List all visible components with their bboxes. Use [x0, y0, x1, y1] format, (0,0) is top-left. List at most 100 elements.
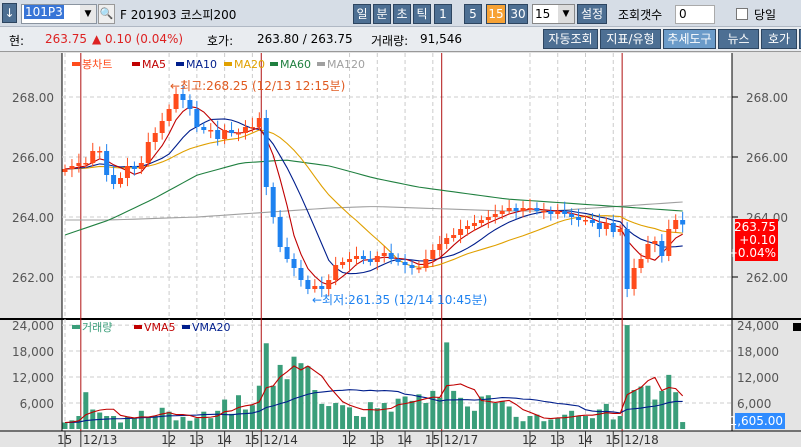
- candle-up: [145, 142, 151, 163]
- count-label: 조회갯수: [618, 8, 663, 22]
- quote-button-0[interactable]: 자동조회: [543, 29, 598, 49]
- legend-swatch-ma60: [270, 62, 278, 66]
- candle-up: [603, 223, 609, 229]
- quote-button-2[interactable]: 추세도구: [663, 29, 716, 49]
- legend-ma5: MA5: [142, 58, 166, 71]
- current-price: 263.75: [45, 32, 87, 46]
- ma10-line: [64, 118, 683, 275]
- candle-up: [631, 268, 637, 289]
- candle-down: [624, 229, 630, 289]
- candle-down: [402, 262, 408, 265]
- period-button-초[interactable]: 초: [393, 4, 411, 24]
- candle-down: [131, 166, 137, 169]
- volume-bar: [83, 392, 89, 429]
- volume-badge: [735, 413, 785, 429]
- legend-vma5: VMA5: [144, 321, 176, 334]
- volume-bar: [208, 418, 214, 429]
- period-button-15[interactable]: 15: [486, 4, 506, 24]
- volume-value: 91,546: [420, 32, 462, 46]
- volume-bar: [458, 397, 464, 429]
- period-button-틱[interactable]: 틱: [413, 4, 431, 24]
- volume-bar: [194, 418, 200, 429]
- volume-bar: [659, 390, 665, 429]
- search-icon[interactable]: 🔍: [98, 4, 115, 24]
- price-tick-right: 268.00: [746, 91, 788, 105]
- candle-up: [520, 208, 526, 211]
- candle-up: [256, 118, 262, 127]
- volume-bar: [353, 416, 359, 429]
- more-button[interactable]: [799, 29, 801, 49]
- candle-up: [173, 94, 179, 109]
- toggle-arrow-button[interactable]: ↓: [2, 3, 17, 23]
- volume-bar: [90, 409, 96, 429]
- time-label: 12/17: [444, 433, 479, 447]
- price-panel: [62, 53, 732, 318]
- candle-down: [104, 151, 110, 175]
- volume-bar: [180, 416, 186, 429]
- candle-up: [340, 262, 346, 265]
- interval-value: 15: [535, 7, 551, 21]
- volume-bar: [499, 400, 505, 429]
- candle-up: [83, 163, 89, 165]
- settings-button[interactable]: 설정: [577, 4, 607, 24]
- code-input[interactable]: 101P3 ▼: [21, 4, 97, 24]
- today-checkbox[interactable]: [736, 8, 748, 20]
- ma120-line: [65, 201, 683, 221]
- candle-down: [229, 130, 235, 133]
- vma20-line: [64, 389, 683, 424]
- period-button-5[interactable]: 5: [464, 4, 482, 24]
- volume-bar: [402, 396, 408, 429]
- chevron-down-icon[interactable]: ▼: [558, 5, 574, 23]
- legend-candle: 봉차트: [82, 58, 112, 71]
- candle-up: [333, 265, 339, 280]
- volume-bar: [319, 403, 325, 429]
- candle-up: [312, 286, 318, 289]
- volume-bar: [652, 399, 658, 429]
- candle-down: [659, 241, 665, 256]
- period-button-30[interactable]: 30: [508, 4, 528, 24]
- volume-bar: [673, 392, 679, 429]
- chevron-down-icon[interactable]: ▼: [80, 5, 96, 23]
- volume-bar: [520, 421, 526, 429]
- candle-down: [111, 175, 117, 184]
- volume-bar: [409, 400, 415, 429]
- period-button-일[interactable]: 일: [353, 4, 371, 24]
- period-button-1[interactable]: 1: [434, 4, 452, 24]
- volume-bar: [583, 416, 588, 429]
- interval-select[interactable]: 15 ▼: [532, 4, 575, 24]
- volume-bar: [236, 395, 241, 429]
- volume-bar: [548, 419, 554, 429]
- period-button-분[interactable]: 분: [373, 4, 391, 24]
- candle-down: [589, 220, 595, 223]
- candle-down: [680, 220, 686, 225]
- legend-swatch-ma120: [317, 62, 325, 66]
- candle-up: [152, 133, 158, 142]
- high-annotation: ←최고:268.25 (12/13 12:15분): [170, 79, 345, 93]
- candle-down: [201, 127, 207, 130]
- candle-up: [617, 229, 623, 232]
- volume-bar: [312, 390, 318, 429]
- quote-button-1[interactable]: 지표/유형: [600, 29, 661, 49]
- volume-bar: [62, 422, 68, 429]
- volume-tick-right: 12,000: [737, 371, 779, 385]
- time-label: 12/13: [83, 433, 118, 447]
- candle-up: [430, 250, 436, 259]
- quote-button-4[interactable]: 호가: [761, 29, 797, 49]
- quote-button-3[interactable]: 뉴스: [718, 29, 759, 49]
- volume-bar: [187, 420, 193, 429]
- count-input[interactable]: 0: [675, 5, 715, 24]
- volume-tick-left: 12,000: [12, 371, 54, 385]
- candle-up: [499, 211, 505, 214]
- candle-up: [485, 217, 491, 220]
- close-indicator-icon[interactable]: [793, 323, 801, 331]
- volume-bar: [478, 396, 484, 429]
- today-label: 당일: [754, 8, 777, 22]
- volume-bar: [381, 403, 387, 429]
- volume-bar: [340, 405, 346, 429]
- volume-bar: [159, 407, 165, 429]
- candle-down: [270, 187, 276, 217]
- vma5-line: [64, 365, 684, 424]
- volume-bar: [465, 406, 471, 429]
- volume-bar: [395, 398, 401, 429]
